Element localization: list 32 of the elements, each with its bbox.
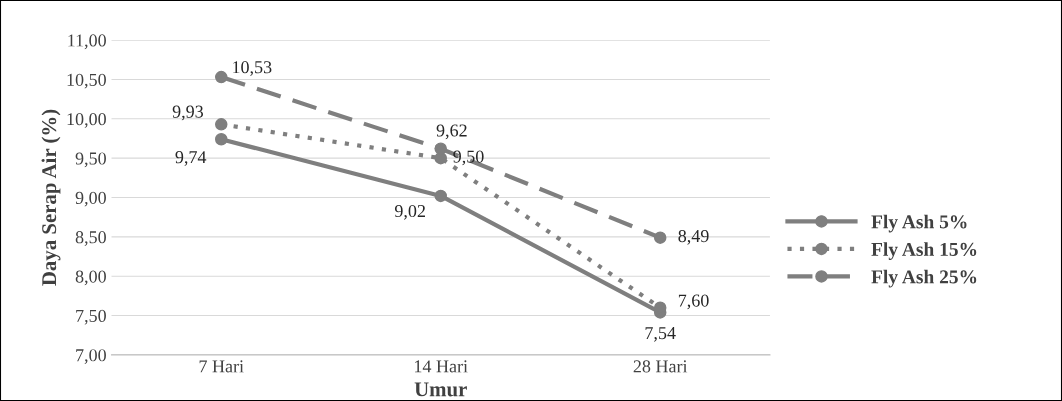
point [214,133,228,146]
y-tick-label: 8,50 [75,231,106,246]
y-axis-title: Daya Serap Air (%) [41,109,61,286]
data-label: 8,49 [678,229,709,245]
y-tick-label: 7,50 [76,309,106,325]
point [434,189,447,203]
point [434,142,447,155]
x-axis-title: Umur [414,382,467,397]
data-label: 9,62 [436,124,467,140]
y-tick-label: 9,50 [75,152,106,168]
legend-label: Fly Ash 5% [871,214,967,233]
y-tick-label: 11,00 [68,34,106,50]
y-tick-label: 9,00 [75,191,106,207]
y-tick-label: 10,00 [67,113,106,128]
data-label: 10,53 [233,61,272,76]
y-tick-label: 8,00 [75,270,106,286]
point [214,70,228,84]
data-label: 9,74 [175,151,207,166]
x-tick-label: 28 Hari [633,360,688,373]
y-tick-label: 10,50 [67,73,106,89]
legend-label: Fly Ash 15% [871,242,977,260]
legend-label: Fly Ash 25% [871,269,977,288]
data-label: 7,60 [678,294,709,310]
y-tick-label: 7,00 [76,349,106,364]
x-tick-label: 7 Hari [199,360,244,373]
data-label: 9,93 [172,105,204,121]
data-label: 9,50 [453,150,484,166]
data-label: 9,02 [394,204,425,220]
data-label: 7,54 [645,327,676,342]
x-tick-label: 14 Hari [414,360,468,373]
point [653,231,667,244]
point [214,118,228,131]
